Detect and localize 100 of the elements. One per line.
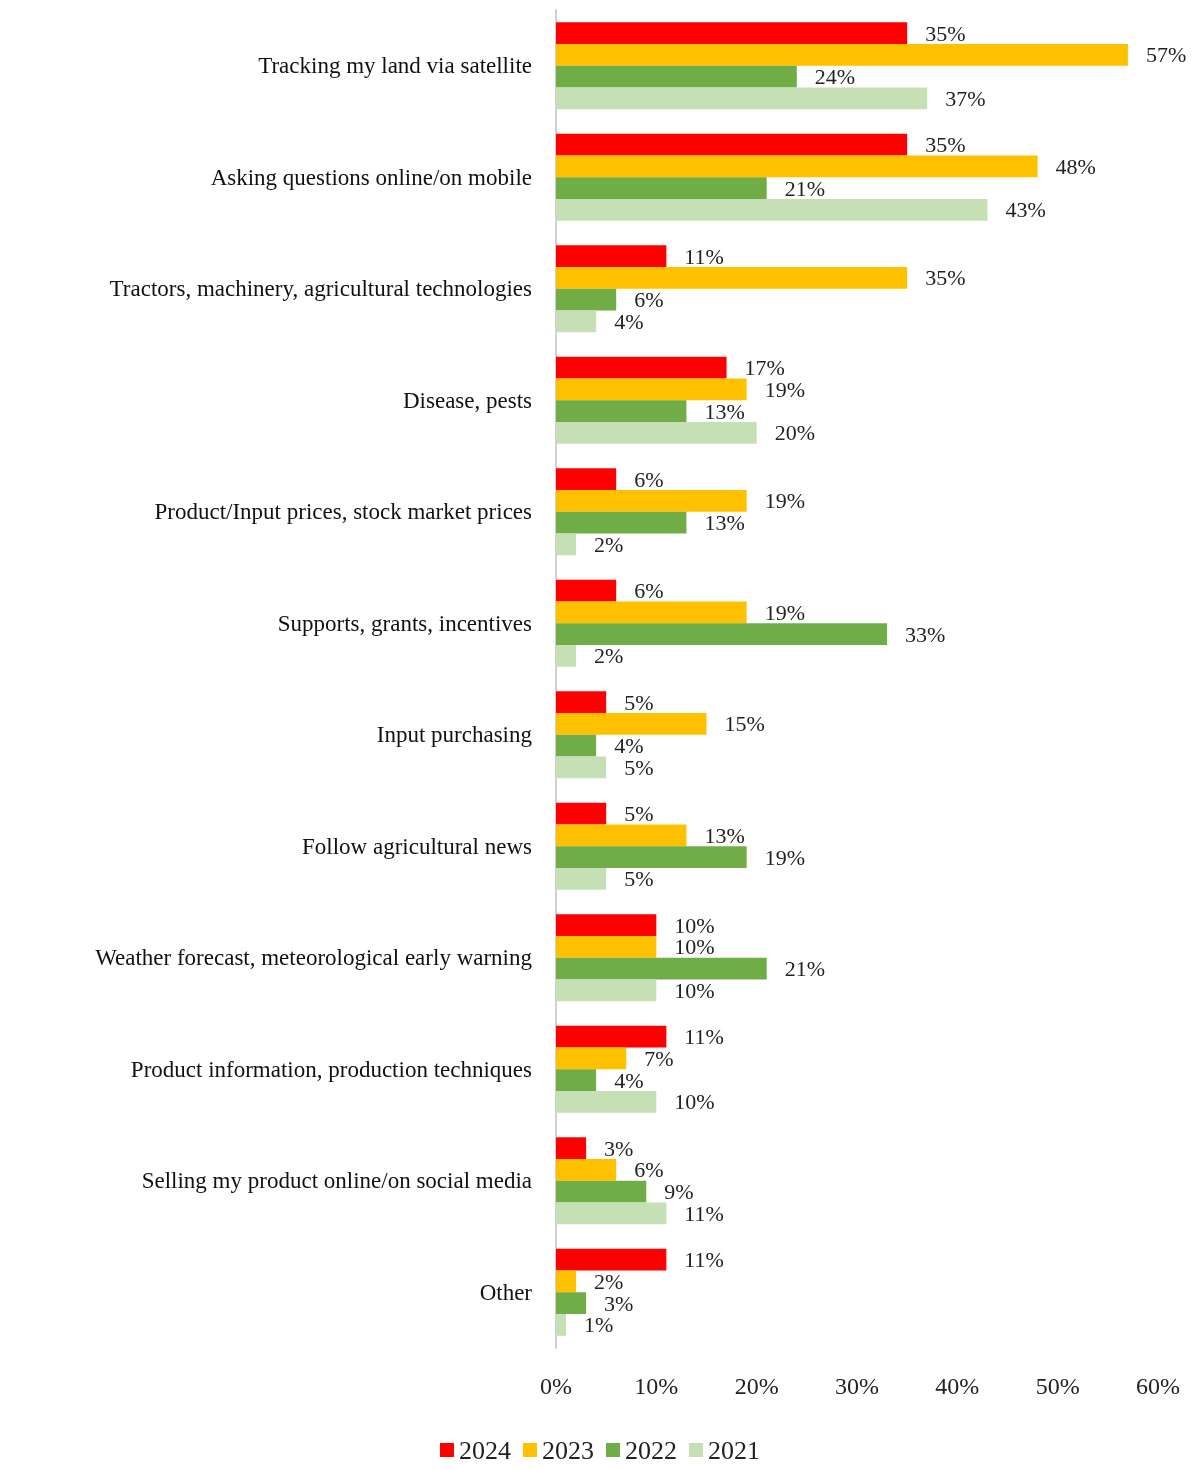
bar [556,198,988,221]
bar [556,1047,627,1070]
y-tick-label: Tracking my land via satellite [258,53,532,79]
bar [556,936,657,958]
data-label: 13% [704,398,745,424]
data-label: 21% [784,175,826,201]
x-tick-label: 40% [935,1373,980,1399]
bar [556,245,667,268]
data-label: 4% [614,1067,644,1093]
y-tick-label: Product/Input prices, stock market prices [154,499,533,525]
bar [556,734,597,757]
legend-label: 2021 [708,1435,760,1465]
data-label: 6% [634,1157,664,1183]
y-tick-label: Asking questions online/on mobile [210,164,532,190]
bar [556,579,617,602]
bar [556,691,607,714]
legend-label: 2022 [625,1435,677,1465]
x-tick-label: 10% [634,1373,679,1399]
bar [556,756,607,779]
y-tick-label: Follow agricultural news [302,833,533,859]
data-label: 11% [684,1024,724,1050]
bar [556,468,617,491]
data-label: 19% [764,599,805,625]
data-label: 6% [634,578,664,604]
bar [556,914,657,937]
data-label: 13% [704,510,745,536]
data-label: 57% [1145,42,1187,68]
data-label: 37% [945,85,986,111]
bar [556,802,607,825]
data-label: 5% [624,866,654,892]
bar [556,846,747,868]
bar [556,400,687,422]
bar [556,1025,667,1048]
bar [556,288,617,311]
y-tick-label: Input purchasing [376,722,533,748]
bar [556,490,747,512]
data-label: 20% [774,420,815,446]
bar [556,378,747,401]
data-label: 33% [905,621,946,647]
bar [556,22,908,45]
bar [556,1180,647,1203]
data-label: 3% [604,1135,634,1161]
bar [556,1202,667,1225]
bar [556,1292,587,1314]
data-label: 5% [624,801,654,827]
data-label: 35% [925,20,966,46]
bar [556,155,1038,178]
data-label: 24% [814,64,856,90]
bar [556,87,928,110]
data-label: 10% [674,977,715,1003]
data-label: 15% [724,711,765,737]
bar [556,133,908,156]
x-tick-label: 50% [1035,1373,1080,1399]
data-label: 6% [634,466,664,492]
bar [556,957,767,980]
data-label: 11% [684,243,724,269]
data-label: 19% [764,844,805,870]
bar [556,1069,597,1091]
data-label: 2% [594,643,624,669]
data-label: 21% [784,956,826,982]
x-tick-label: 0% [540,1373,572,1399]
bar [556,1313,567,1336]
y-tick-label: Disease, pests [402,387,533,413]
bar [556,511,687,534]
bar [556,867,607,890]
data-label: 19% [764,488,805,514]
legend-label: 2024 [459,1435,511,1465]
bar [556,1270,577,1293]
y-tick-label: Product information, production techniques [130,1056,533,1082]
bar [556,44,1128,66]
data-label: 48% [1055,153,1096,179]
bar [556,623,888,645]
bar [556,1137,587,1160]
data-label: 13% [704,822,745,848]
y-tick-label: Selling my product online/on social media [141,1168,532,1194]
bar [556,177,767,199]
legend-label: 2023 [542,1435,594,1465]
bar [556,65,797,88]
bar [556,601,747,624]
bar [556,533,577,556]
y-tick-label: Other [479,1279,533,1305]
data-label: 7% [644,1045,674,1071]
bar [556,421,757,444]
x-tick-label: 30% [835,1373,879,1399]
data-label: 35% [925,265,966,291]
y-tick-label: Weather forecast, meteorological early warning [95,945,533,971]
data-label: 35% [925,132,966,158]
bar [556,267,908,289]
data-label: 2% [594,531,624,557]
bar [556,1090,657,1113]
bar [556,310,597,333]
bar [556,1159,617,1181]
x-tick-label: 20% [734,1373,779,1399]
x-tick-label: 60% [1136,1373,1180,1399]
data-label: 11% [684,1247,724,1273]
bar [556,713,707,735]
bar [556,979,657,1002]
y-tick-label: Tractors, machinery, agricultural technologies [109,276,533,302]
bar [556,1248,667,1271]
data-label: 5% [624,689,654,715]
